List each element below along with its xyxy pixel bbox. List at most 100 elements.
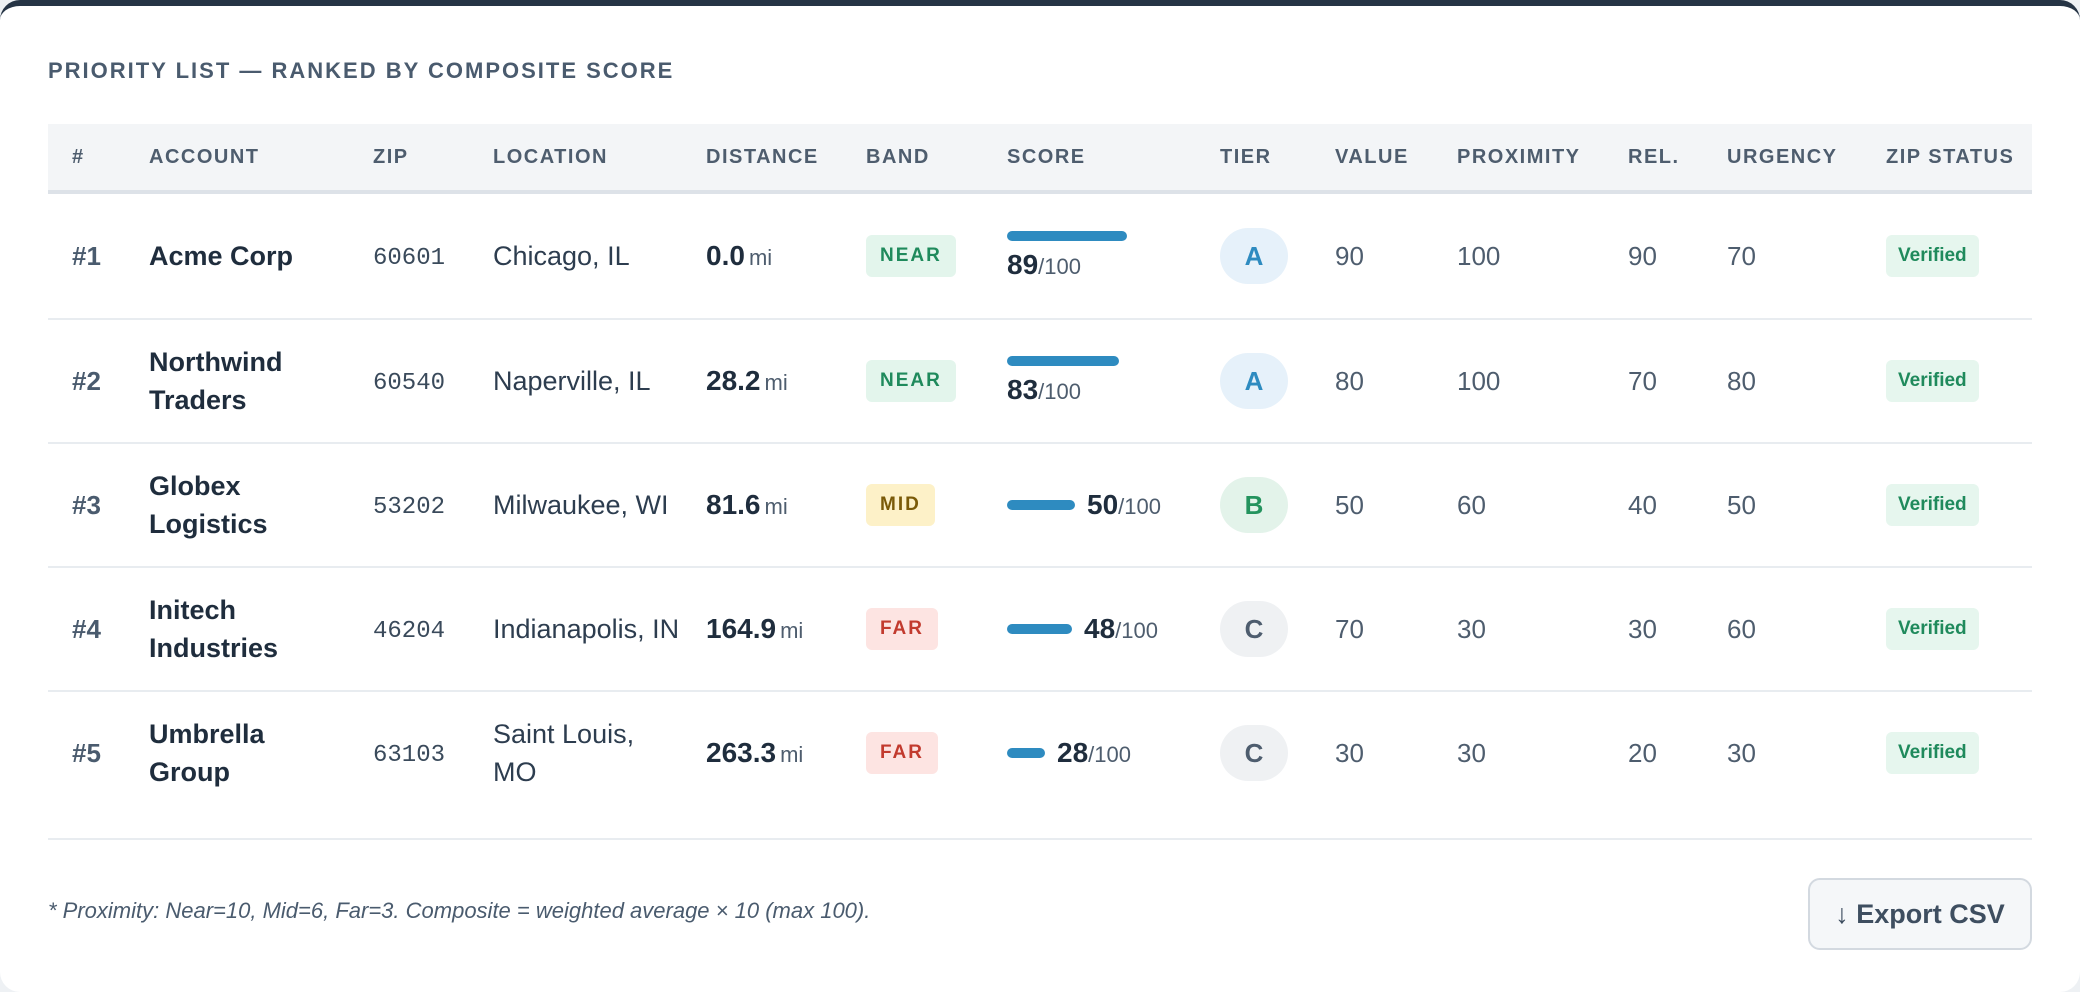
band-badge: MID bbox=[866, 484, 935, 526]
score-value: 50 bbox=[1087, 489, 1119, 520]
relationship-score: 70 bbox=[1628, 365, 1657, 396]
score-cell: 28/100 bbox=[1007, 737, 1196, 769]
column-header-distance: DISTANCE bbox=[682, 124, 842, 194]
score-cell: 50/100 bbox=[1007, 489, 1196, 521]
score-bar bbox=[1007, 624, 1072, 634]
column-header-value: VALUE bbox=[1311, 124, 1433, 194]
band-badge: FAR bbox=[866, 608, 938, 650]
tier-badge: A bbox=[1220, 228, 1288, 284]
distance-cell: 0.0 mi bbox=[682, 192, 842, 320]
column-header-rank: # bbox=[48, 124, 125, 194]
relationship-score: 30 bbox=[1628, 613, 1657, 644]
score-bar bbox=[1007, 748, 1045, 758]
export-csv-button[interactable]: ↓ Export CSV bbox=[1808, 878, 2032, 950]
footnote: * Proximity: Near=10, Mid=6, Far=3. Comp… bbox=[48, 898, 871, 923]
account-name: Initech Industries bbox=[149, 595, 279, 663]
location-text: Saint Louis, MO bbox=[493, 719, 635, 787]
zip-code: 60601 bbox=[373, 245, 446, 272]
column-header-urgency: URGENCY bbox=[1703, 124, 1862, 194]
urgency-score: 80 bbox=[1727, 365, 1756, 396]
rank-cell: #3 bbox=[72, 489, 101, 520]
zip-code: 46204 bbox=[373, 618, 446, 645]
distance-value: 28.2 bbox=[706, 365, 761, 396]
rank-cell: #2 bbox=[72, 365, 101, 396]
proximity-score: 60 bbox=[1457, 489, 1486, 520]
column-header-score: SCORE bbox=[983, 124, 1196, 194]
column-header-zip-status: ZIP STATUS bbox=[1862, 124, 2032, 194]
column-header-tier: TIER bbox=[1196, 124, 1311, 194]
location-text: Chicago, IL bbox=[493, 241, 630, 271]
table-row[interactable]: #5 Umbrella Group 63103 Saint Louis, MO … bbox=[48, 691, 2032, 840]
score-cell: 89/100 bbox=[1007, 231, 1196, 281]
proximity-score: 100 bbox=[1457, 240, 1501, 271]
account-name: Globex Logistics bbox=[149, 471, 268, 539]
urgency-score: 50 bbox=[1727, 489, 1756, 520]
zip-status-badge: Verified bbox=[1886, 732, 1979, 774]
score-denominator: /100 bbox=[1038, 254, 1081, 279]
account-name: Northwind Traders bbox=[149, 347, 283, 415]
distance-cell: 164.9 mi bbox=[682, 567, 842, 692]
rank-cell: #4 bbox=[72, 613, 101, 644]
table-row[interactable]: #4 Initech Industries 46204 Indianapolis… bbox=[48, 567, 2032, 692]
distance-value: 0.0 bbox=[706, 240, 745, 271]
band-badge: NEAR bbox=[866, 360, 956, 402]
score-text: 83/100 bbox=[1007, 374, 1081, 406]
proximity-score: 100 bbox=[1457, 365, 1501, 396]
table-row[interactable]: #1 Acme Corp 60601 Chicago, IL 0.0 mi NEA… bbox=[48, 192, 2032, 320]
table-body: #1 Acme Corp 60601 Chicago, IL 0.0 mi NEA… bbox=[48, 192, 2032, 840]
score-value: 48 bbox=[1084, 613, 1116, 644]
value-score: 70 bbox=[1335, 613, 1364, 644]
relationship-score: 90 bbox=[1628, 240, 1657, 271]
distance-value: 164.9 bbox=[706, 613, 777, 644]
distance-unit: mi bbox=[748, 245, 773, 270]
distance-value: 81.6 bbox=[706, 489, 761, 520]
score-bar bbox=[1007, 356, 1119, 366]
value-score: 50 bbox=[1335, 489, 1364, 520]
priority-table: # ACCOUNT ZIP LOCATION DISTANCE BAND SCORE TIER… bbox=[48, 124, 2032, 840]
urgency-score: 30 bbox=[1727, 737, 1756, 768]
score-value: 83 bbox=[1007, 374, 1039, 405]
score-denominator: /100 bbox=[1038, 379, 1081, 404]
rank-cell: #5 bbox=[72, 737, 101, 768]
value-score: 90 bbox=[1335, 240, 1364, 271]
value-score: 80 bbox=[1335, 365, 1364, 396]
column-header-account: ACCOUNT bbox=[125, 124, 349, 194]
tier-badge: C bbox=[1220, 601, 1288, 657]
relationship-score: 40 bbox=[1628, 489, 1657, 520]
distance-cell: 263.3 mi bbox=[682, 691, 842, 840]
distance-unit: mi bbox=[780, 742, 804, 767]
urgency-score: 70 bbox=[1727, 240, 1756, 271]
table-row[interactable]: #2 Northwind Traders 60540 Naperville, I… bbox=[48, 319, 2032, 444]
score-denominator: /100 bbox=[1118, 494, 1161, 519]
zip-code: 63103 bbox=[373, 742, 446, 769]
value-score: 30 bbox=[1335, 737, 1364, 768]
account-name: Umbrella Group bbox=[149, 719, 265, 787]
distance-value: 263.3 bbox=[706, 737, 777, 768]
location-text: Milwaukee, WI bbox=[493, 490, 669, 520]
distance-cell: 28.2 mi bbox=[682, 319, 842, 444]
table-header-row: # ACCOUNT ZIP LOCATION DISTANCE BAND SCORE TIER… bbox=[48, 124, 2032, 194]
zip-status-badge: Verified bbox=[1886, 484, 1979, 526]
zip-status-badge: Verified bbox=[1886, 360, 1979, 402]
score-cell: 83/100 bbox=[1007, 356, 1196, 406]
proximity-score: 30 bbox=[1457, 737, 1486, 768]
score-value: 89 bbox=[1007, 249, 1039, 280]
distance-unit: mi bbox=[780, 618, 804, 643]
urgency-score: 60 bbox=[1727, 613, 1756, 644]
page-title: PRIORITY LIST — RANKED BY COMPOSITE SCOR… bbox=[48, 58, 675, 83]
distance-unit: mi bbox=[764, 494, 788, 519]
tier-badge: C bbox=[1220, 725, 1288, 781]
score-denominator: /100 bbox=[1088, 742, 1131, 767]
score-text: 48/100 bbox=[1084, 613, 1158, 645]
table-row[interactable]: #3 Globex Logistics 53202 Milwaukee, WI … bbox=[48, 443, 2032, 568]
zip-status-badge: Verified bbox=[1886, 608, 1979, 650]
column-header-proximity: PROXIMITY bbox=[1433, 124, 1604, 194]
distance-cell: 81.6 mi bbox=[682, 443, 842, 568]
tier-badge: A bbox=[1220, 353, 1288, 409]
location-text: Naperville, IL bbox=[493, 366, 651, 396]
zip-status-badge: Verified bbox=[1886, 235, 1979, 277]
score-bar bbox=[1007, 231, 1127, 241]
band-badge: FAR bbox=[866, 732, 938, 774]
column-header-zip: ZIP bbox=[349, 124, 469, 194]
